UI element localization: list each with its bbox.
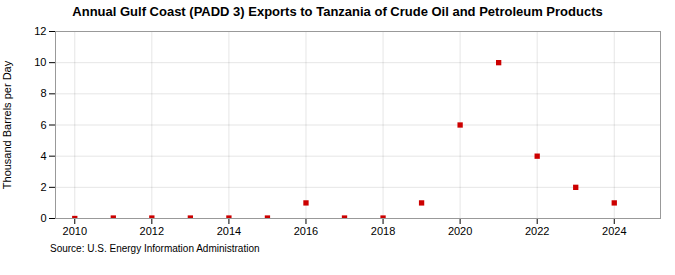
svg-text:2016: 2016 xyxy=(294,225,318,237)
svg-text:Thousand Barrels per Day: Thousand Barrels per Day xyxy=(1,60,13,189)
svg-text:0: 0 xyxy=(40,212,46,224)
svg-text:4: 4 xyxy=(40,150,46,162)
svg-text:2010: 2010 xyxy=(63,225,87,237)
svg-text:2024: 2024 xyxy=(602,225,626,237)
svg-text:2012: 2012 xyxy=(140,225,164,237)
html-text:Source: U.S. Energy Informatio: Source: U.S. Energy Information Administ… xyxy=(50,243,260,254)
svg-text:6: 6 xyxy=(40,119,46,131)
svg-text:12: 12 xyxy=(34,25,46,37)
svg-text:2022: 2022 xyxy=(525,225,549,237)
svg-text:2: 2 xyxy=(40,181,46,193)
svg-text:2014: 2014 xyxy=(217,225,241,237)
svg-text:2018: 2018 xyxy=(371,225,395,237)
svg-text:10: 10 xyxy=(34,56,46,68)
html-text:Annual Gulf Coast (PADD 3) Exp: Annual Gulf Coast (PADD 3) Exports to Ta… xyxy=(72,4,603,19)
svg-text:2020: 2020 xyxy=(448,225,472,237)
svg-text:8: 8 xyxy=(40,87,46,99)
